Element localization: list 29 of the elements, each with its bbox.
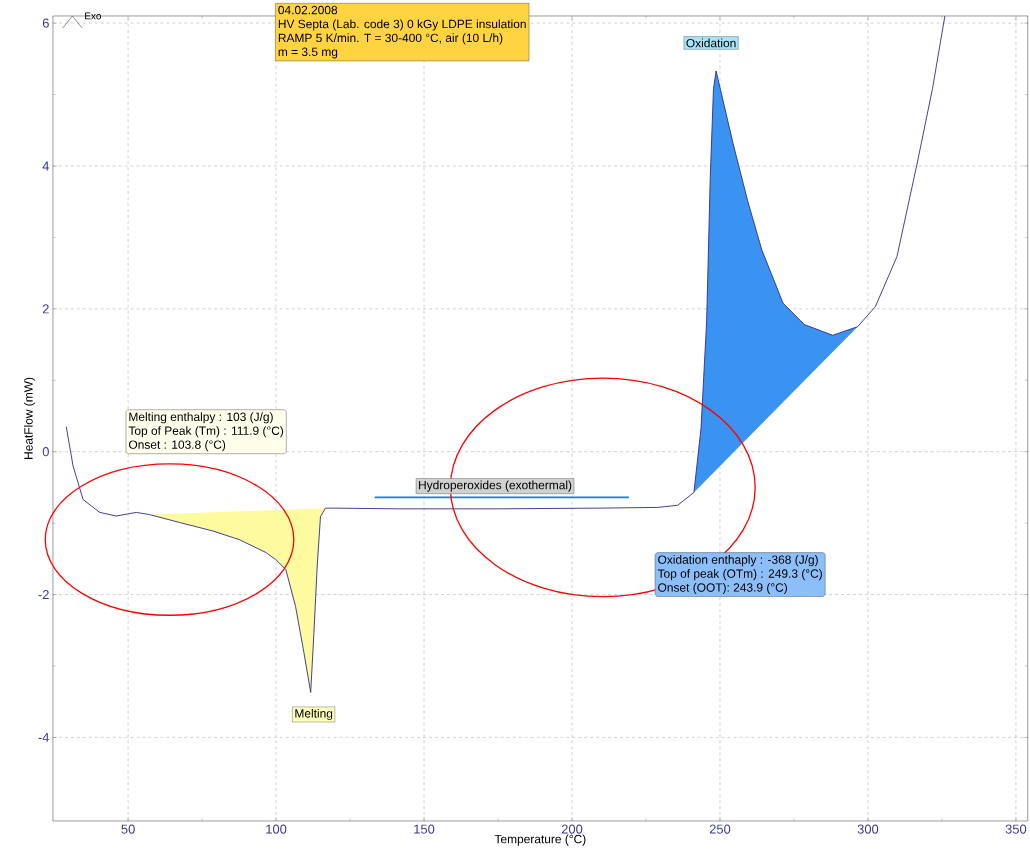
annotation: Onset : 103.8 (°C): [128, 440, 226, 452]
annotation: HV Septa (Lab. code 3) 0 kGy LDPE insulation: [278, 19, 526, 31]
x-tick-label: 200: [561, 824, 583, 834]
x-tick-label: 300: [857, 824, 879, 834]
annotation: Top of peak (OTm) : 249.3 (°C): [657, 569, 822, 581]
x-tick-label: 350: [1005, 824, 1027, 834]
annotation: Exo: [85, 12, 102, 20]
y-tick-label: -2: [38, 590, 49, 600]
y-tick-label: 4: [42, 161, 50, 171]
annotation: Oxidation enthaply : -368 (J/g): [658, 555, 818, 567]
annotation: RAMP 5 K/min. T = 30-400 °C, air (10 L/h): [278, 33, 503, 45]
y-tick-label: -4: [38, 733, 50, 742]
annotation: Melting enthalpy : 103 (J/g): [129, 412, 273, 424]
annotation: Top of Peak (Tm) : 111.9 (°C): [128, 426, 284, 438]
y-tick-label: 0: [42, 447, 49, 457]
x-tick-label: 50: [121, 824, 135, 834]
annotation: m = 3.5 mg: [278, 47, 338, 59]
x-tick-label: 100: [266, 824, 287, 834]
y-tick-label: 6: [42, 18, 49, 28]
x-axis-title: Temperature (°C): [494, 834, 586, 846]
annotation: Melting: [295, 708, 333, 721]
y-tick-label: 2: [42, 304, 49, 314]
annotation: Onset (OOT): 243.9 (°C): [658, 583, 787, 595]
x-tick-label: 250: [709, 824, 731, 834]
annotation: Hydroperoxides (exothermal): [419, 480, 572, 492]
x-tick-label: 150: [414, 824, 435, 834]
annotation: Oxidation: [686, 38, 736, 48]
y-axis-title: HeatFlow (mW): [23, 377, 36, 459]
text: 04.02.2008: [278, 5, 338, 15]
